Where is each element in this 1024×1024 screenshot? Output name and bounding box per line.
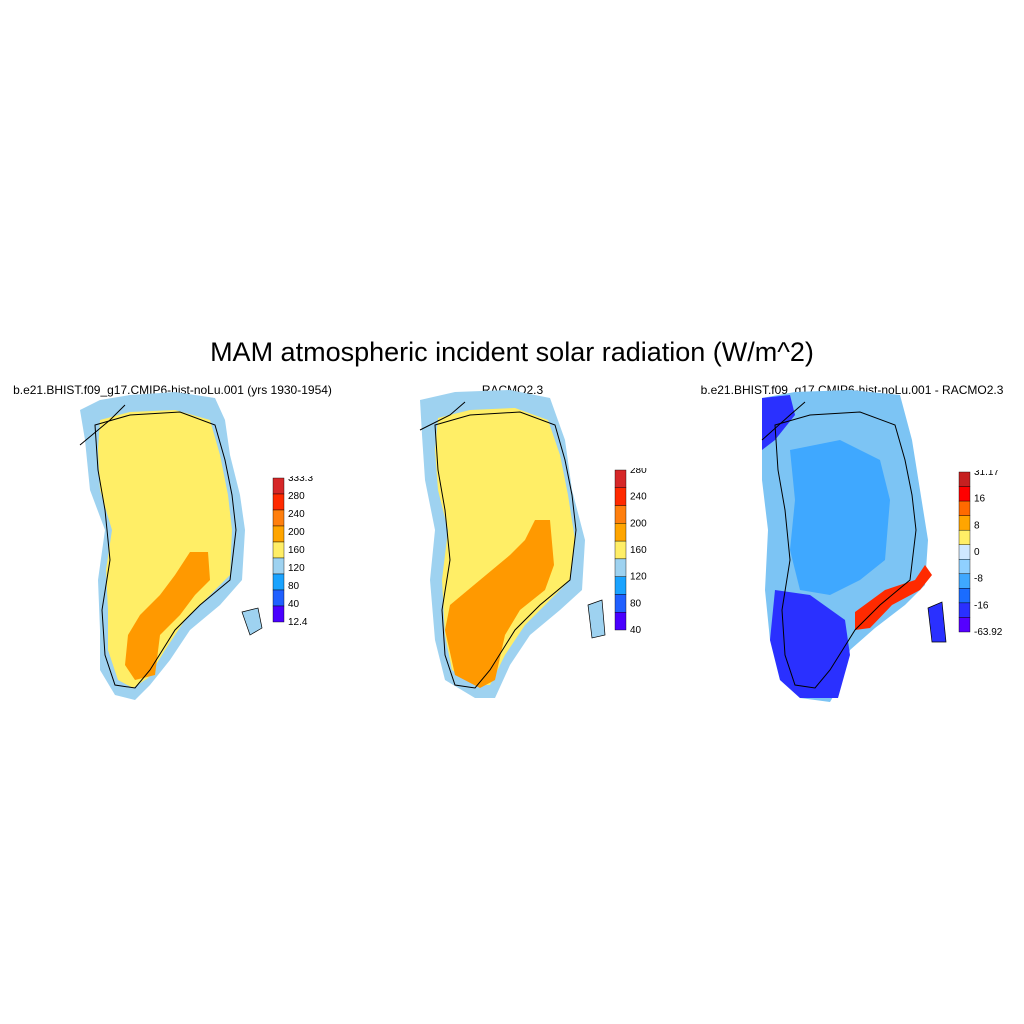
colorbar-label: 240 bbox=[630, 492, 647, 503]
map-model-coast bbox=[79, 404, 126, 446]
colorbar-swatch bbox=[614, 487, 627, 506]
colorbar-label: -63.92 bbox=[974, 627, 1003, 638]
colorbar-label: 200 bbox=[630, 518, 647, 529]
map-model-high bbox=[125, 552, 210, 680]
colorbar-swatch bbox=[958, 573, 971, 589]
colorbar-label: 120 bbox=[288, 563, 305, 574]
figure-title: MAM atmospheric incident solar radiation… bbox=[210, 337, 814, 367]
colorbar-swatch bbox=[614, 540, 627, 560]
map-difference-outline bbox=[774, 411, 917, 689]
colorbar-swatch bbox=[272, 605, 285, 623]
colorbar-label: 280 bbox=[630, 468, 647, 476]
colorbar-swatch bbox=[958, 515, 971, 531]
colorbar-label: 0 bbox=[974, 547, 980, 558]
colorbar-swatch bbox=[272, 589, 285, 607]
colorbar-swatch bbox=[958, 617, 971, 633]
panel-model: b.e21.BHIST.f09_g17.CMIP6-hist-noLu.001 … bbox=[0, 380, 345, 720]
map-racmo-island bbox=[587, 599, 606, 639]
colorbar-label: 12.4 bbox=[288, 617, 308, 628]
map-difference-coast bbox=[761, 401, 806, 441]
colorbar-label: -8 bbox=[974, 574, 983, 585]
colorbar-swatch bbox=[958, 559, 971, 575]
panel-model-title: b.e21.BHIST.f09_g17.CMIP6-hist-noLu.001 … bbox=[13, 383, 332, 397]
colorbar-swatch bbox=[958, 500, 971, 516]
map-racmo-high bbox=[445, 520, 554, 688]
colorbar-swatch bbox=[272, 557, 285, 575]
colorbar-swatch bbox=[958, 602, 971, 618]
colorbar-label: 160 bbox=[630, 545, 647, 556]
colorbar-swatch bbox=[958, 486, 971, 502]
colorbar-label: 31.17 bbox=[974, 470, 999, 478]
map-difference-positive bbox=[855, 565, 932, 630]
colorbar-label: 8 bbox=[974, 520, 980, 531]
map-model-land bbox=[98, 410, 232, 688]
colorbar-swatch bbox=[614, 523, 627, 542]
map-racmo-coast bbox=[419, 401, 466, 431]
colorbar-label: 40 bbox=[288, 599, 300, 610]
map-difference bbox=[761, 390, 947, 702]
colorbar-swatch bbox=[272, 573, 285, 591]
colorbar-label: 120 bbox=[630, 572, 647, 583]
colorbar-label: 333.3 bbox=[288, 476, 313, 484]
map-model-island bbox=[241, 607, 263, 636]
colorbar-swatch bbox=[272, 525, 285, 543]
panel-difference-title: b.e21.BHIST.f09_g17.CMIP6-hist-noLu.001 … bbox=[700, 383, 1004, 397]
colorbar-label: 160 bbox=[288, 545, 305, 556]
panel-difference: b.e21.BHIST.f09_g17.CMIP6-hist-noLu.001 … bbox=[680, 380, 1024, 720]
map-difference-low-north bbox=[762, 395, 795, 450]
colorbar-model: 333.3 280 240 200 160 120 80 40 12.4 bbox=[272, 476, 313, 628]
colorbar-swatch bbox=[614, 505, 627, 524]
colorbar-swatch bbox=[958, 529, 971, 545]
colorbar-swatch bbox=[958, 544, 971, 560]
colorbar-label: -16 bbox=[974, 600, 989, 611]
map-model bbox=[79, 392, 263, 700]
colorbar-label: 16 bbox=[974, 494, 986, 505]
map-racmo bbox=[419, 390, 606, 698]
map-difference-mid bbox=[790, 440, 890, 595]
colorbar-swatch bbox=[614, 558, 627, 577]
colorbar-label: 200 bbox=[288, 527, 305, 538]
colorbar-swatch bbox=[958, 471, 971, 487]
map-model-outline bbox=[94, 411, 237, 689]
colorbar-swatch bbox=[272, 509, 285, 527]
colorbar-label: 280 bbox=[288, 491, 305, 502]
colorbar-label: 80 bbox=[630, 598, 642, 609]
colorbar-swatch bbox=[272, 477, 285, 495]
colorbar-swatch bbox=[614, 594, 627, 613]
colorbar-swatch bbox=[614, 469, 627, 488]
colorbar-label: 80 bbox=[288, 581, 300, 592]
colorbar-difference: 31.17 16 8 0 -8 -16 -63.92 bbox=[958, 470, 1003, 638]
map-difference-island bbox=[927, 601, 947, 643]
colorbar-swatch bbox=[614, 612, 627, 631]
colorbar-swatch bbox=[272, 493, 285, 511]
colorbar-label: 240 bbox=[288, 509, 305, 520]
colorbar-swatch bbox=[272, 541, 285, 559]
colorbar-racmo: 280 240 200 160 120 80 40 bbox=[614, 468, 647, 636]
colorbar-label: 40 bbox=[630, 625, 642, 636]
colorbar-swatch bbox=[958, 588, 971, 604]
colorbar-swatch bbox=[614, 576, 627, 595]
panel-racmo: RACMO2.3 280 240 200 160 120 80 40 bbox=[340, 380, 685, 720]
map-racmo-outline bbox=[434, 411, 577, 689]
